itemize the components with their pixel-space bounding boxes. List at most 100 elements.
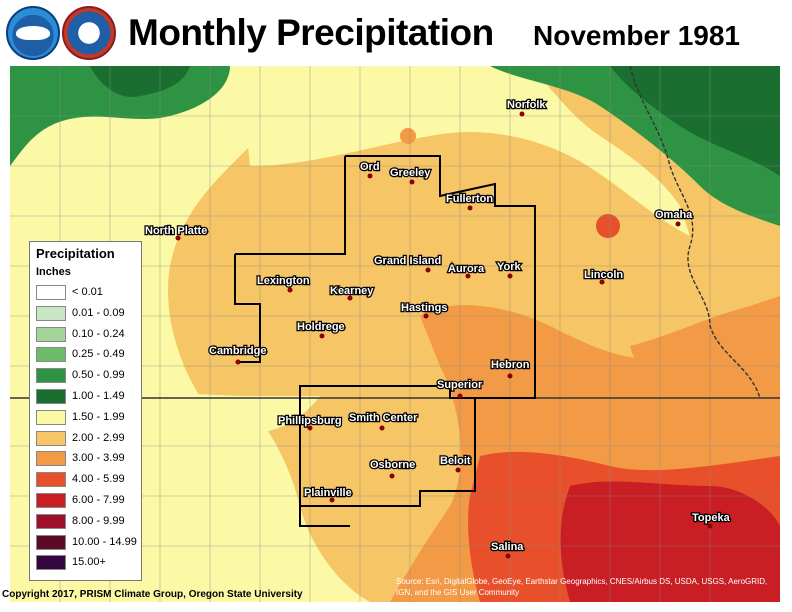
city-label-salina: Salina [491,541,524,553]
region-yellow-north [240,66,690,236]
source-attribution: Source: Esri, DigitalGlobe, GeoEye, Eart… [396,577,768,597]
header: Monthly Precipitation November 1981 [0,0,792,66]
legend-label: 1.00 - 1.49 [72,390,125,402]
legend-label: 0.50 - 0.99 [72,369,125,382]
city-dot-fullerton [467,205,473,211]
legend-label: 0.25 - 0.49 [72,348,125,361]
legend-row: 3.00 - 3.99 [36,450,138,467]
legend-row: 8.00 - 9.99 [36,513,138,530]
city-dot-beloit [455,467,461,473]
legend-row: 0.10 - 0.24 [36,326,138,343]
legend-swatch [36,513,66,529]
city-dot-hebron [507,373,513,379]
legend-label: 1.50 - 1.99 [72,410,125,423]
city-label-fullerton: Fullerton [446,193,493,205]
legend-swatch [36,430,66,446]
map-title: Monthly Precipitation [128,12,494,53]
map-date: November 1981 [533,20,741,51]
legend: Precipitation Inches < 0.01 0.01 - 0.09 0.… [29,241,142,581]
city-label-aurora: Aurora [448,263,485,275]
city-label-phillipsburg: Phillipsburg [278,415,342,427]
city-dot-osborne [389,473,395,479]
legend-label: 4.00 - 5.99 [72,473,125,486]
legend-row: 1.50 - 1.99 [36,409,138,426]
legend-label: 10.00 - 14.99 [72,535,137,548]
legend-swatch [36,409,66,425]
legend-units: Inches [36,266,71,278]
city-label-norfolk: Norfolk [507,99,546,111]
city-dot-greeley [409,179,415,185]
legend-swatch [36,347,66,363]
city-label-plainville: Plainville [304,487,352,499]
city-dot-phillipsburg [307,425,313,431]
city-dot-omaha [675,221,681,227]
region-darkred-southeast [560,481,780,602]
legend-title: Precipitation [36,246,115,261]
legend-label: 0.01 - 0.09 [72,306,125,319]
city-dot-topeka [707,523,713,529]
legend-row: 0.01 - 0.09 [36,305,138,322]
city-dot-lincoln [599,279,605,285]
city-dot-aurora [465,273,471,279]
city-dot-kearney [347,295,353,301]
city-dot-york [507,273,513,279]
copyright-text: Copyright 2017, PRISM Climate Group, Ore… [2,589,303,600]
city-label-ord: Ord [360,161,380,173]
legend-row: < 0.01 [36,284,138,301]
legend-row: 2.00 - 2.99 [36,430,138,447]
city-label-greeley: Greeley [390,167,431,179]
city-label-york: York [497,261,522,273]
city-dot-ord [367,173,373,179]
legend-row: 15.00+ [36,554,138,571]
legend-label: 6.00 - 7.99 [72,494,125,506]
city-dot-norfolk [519,111,525,117]
legend-row: 4.00 - 5.99 [36,471,138,488]
city-label-omaha: Omaha [655,209,693,221]
legend-swatch [36,451,66,467]
city-dot-salina [505,553,511,559]
legend-swatch [36,555,66,571]
legend-label: 0.10 - 0.24 [72,327,125,340]
legend-swatch [36,389,66,404]
legend-swatch [36,326,66,342]
legend-label: 2.00 - 2.99 [72,431,125,444]
city-dot-plainville [329,497,335,503]
city-dot-superior [457,393,463,399]
nws-logo-icon [62,6,116,60]
region-red-spot [596,214,620,238]
city-label-hebron: Hebron [491,359,530,371]
city-label-osborne: Osborne [370,459,415,471]
region-green-northwest-dark [90,66,190,97]
cities: Norfolk Ord Greeley Fullerton North Plat… [144,98,732,559]
river-border [629,66,761,399]
city-label-cambridge: Cambridge [209,345,266,357]
legend-swatch [36,493,66,508]
legend-label: < 0.01 [72,286,103,298]
legend-swatch [36,285,66,300]
legend-swatch [36,305,66,321]
city-dot-lexington [287,287,293,293]
region-green-northeast-dark [610,66,780,176]
legend-row: 6.00 - 7.99 [36,492,138,509]
region-orange-spot [400,128,416,144]
city-dot-hastings [423,313,429,319]
region-orange-east [630,296,780,406]
noaa-logo-icon [6,6,60,60]
city-dot-cambridge [235,359,241,365]
city-label-superior: Superior [437,379,483,391]
region-outlines [234,155,536,527]
city-label-hastings: Hastings [401,302,447,314]
legend-label: 8.00 - 9.99 [72,514,125,527]
legend-swatch [36,472,66,488]
city-dot-smith-center [379,425,385,431]
city-label-lincoln: Lincoln [584,269,623,281]
city-label-lexington: Lexington [257,275,310,287]
city-label-grand-island: Grand Island [374,255,441,267]
city-label-smith-center: Smith Center [349,412,418,424]
city-label-holdrege: Holdrege [297,321,345,333]
legend-row: 0.50 - 0.99 [36,367,138,384]
city-label-kearney: Kearney [330,285,374,297]
city-dot-north-platte [175,235,181,241]
legend-label: 15.00+ [72,556,106,569]
legend-label: 3.00 - 3.99 [72,452,125,465]
